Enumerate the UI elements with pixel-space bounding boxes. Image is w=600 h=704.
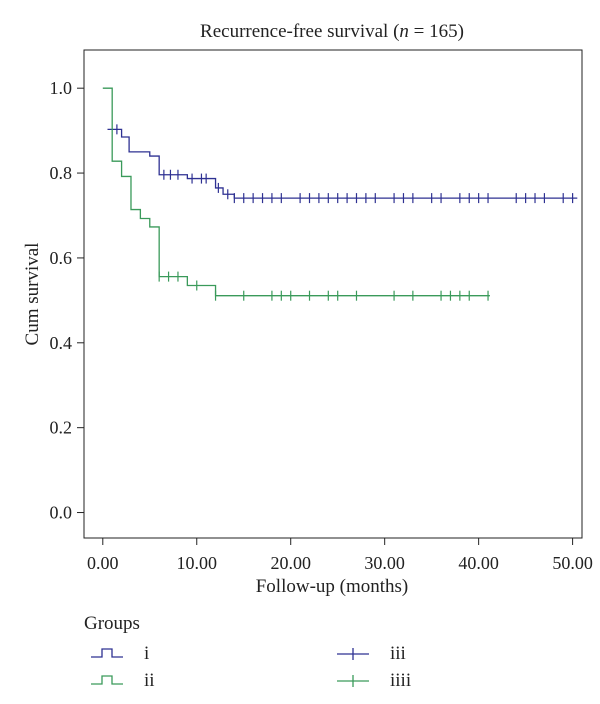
y-tick-label: 1.0: [50, 78, 73, 98]
survival-curve-2: [102, 87, 490, 297]
x-tick-label: 30.00: [364, 553, 405, 573]
x-tick-label: 40.00: [458, 553, 499, 573]
x-axis: 0.00 10.00 20.00 30.00 40.00 50.00: [87, 538, 593, 573]
chart-title: Recurrence-free survival (n = 165): [200, 21, 464, 42]
series-layer: [102, 87, 578, 301]
y-tick-label: 0.2: [50, 418, 73, 438]
plot-frame: [83, 49, 583, 539]
x-tick-label: 20.00: [270, 553, 311, 573]
y-tick-label: 0.0: [50, 503, 73, 523]
x-tick-label: 10.00: [177, 553, 218, 573]
y-axis-label: Cum survival: [22, 243, 43, 346]
y-tick-label: 0.8: [50, 163, 73, 183]
x-tick-label: 50.00: [552, 553, 593, 573]
y-tick-label: 0.4: [50, 333, 73, 353]
y-axis: 0.0 0.2 0.4 0.6 0.8 1.0: [50, 78, 84, 523]
y-tick-label: 0.6: [50, 248, 73, 268]
x-tick-label: 0.00: [87, 553, 119, 573]
survival-curve-1: [107, 128, 578, 199]
x-axis-label: Follow-up (months): [256, 576, 409, 597]
